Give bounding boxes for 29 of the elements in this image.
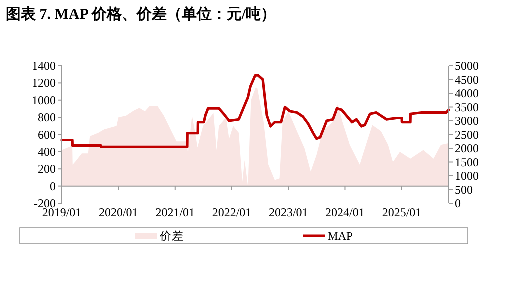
- y2-tick-label: 1000: [455, 169, 479, 183]
- x-tick-label: 2021/01: [156, 206, 196, 220]
- y2-tick-label: 500: [455, 182, 473, 197]
- y-tick-label: 0: [50, 179, 56, 194]
- y2-tick-label: 2500: [455, 128, 479, 142]
- y-tick-label: 200: [38, 162, 56, 176]
- legend-label: 价差: [159, 230, 184, 243]
- y2-tick-label: 1500: [455, 155, 479, 170]
- y2-tick-label: 0: [455, 196, 461, 210]
- x-tick-label: 2023/01: [268, 206, 308, 220]
- y-tick-label: 600: [38, 128, 56, 142]
- y2-tick-label: 2000: [455, 142, 479, 156]
- chart-title: 图表 7. MAP 价格、价差（单位：元/吨）: [6, 6, 276, 23]
- x-tick-label: 2025/01: [382, 206, 422, 220]
- y2-tick-label: 3000: [455, 114, 479, 128]
- y2-tick-label: 3500: [455, 100, 479, 114]
- y-tick-label: 800: [38, 110, 56, 125]
- x-tick-label: 2020/01: [98, 206, 138, 220]
- y2-tick-label: 5000: [455, 59, 479, 73]
- y-tick-label: 1400: [32, 59, 56, 73]
- y2-tick-label: 4500: [455, 72, 479, 87]
- y-tick-label: 400: [38, 144, 56, 159]
- line-series: [60, 74, 450, 148]
- x-tick-label: 2022/01: [212, 206, 252, 220]
- y-tick-label: 1200: [32, 76, 56, 90]
- legend-label: MAP: [328, 231, 353, 243]
- x-tick-label: 2024/01: [326, 206, 365, 220]
- y-tick-label: 1000: [32, 93, 56, 108]
- y2-tick-label: 4000: [455, 86, 479, 100]
